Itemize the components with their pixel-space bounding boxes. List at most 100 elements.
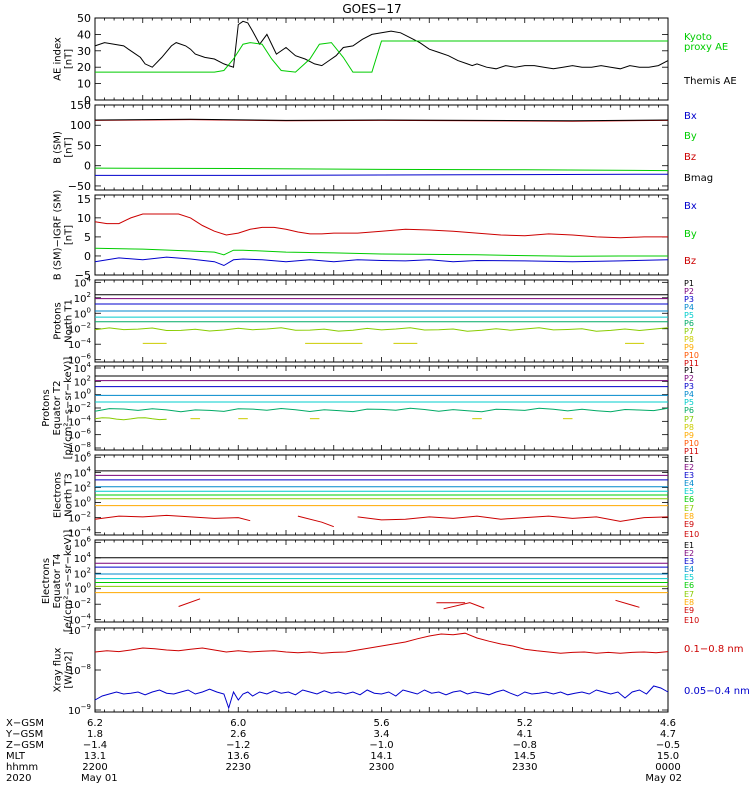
- y-tick-label: 0: [84, 94, 91, 107]
- y-axis-label: Equator T4: [52, 554, 63, 609]
- y-tick-label: 10−7: [68, 623, 91, 637]
- y-tick-label: −50: [68, 180, 91, 193]
- y-tick-label: 15: [77, 193, 91, 206]
- ephemeris-value: 0000: [655, 762, 680, 773]
- y-tick-label: 100: [74, 306, 91, 320]
- segment-line: [94, 417, 167, 421]
- ephemeris-value: 4.6: [660, 718, 676, 729]
- panel-frame: [94, 17, 669, 101]
- legend-entry: P10: [684, 351, 699, 360]
- y-tick-label: 30: [77, 45, 91, 58]
- y-tick-label: 150: [70, 99, 91, 112]
- y-axis-label: [nT]: [64, 49, 75, 69]
- ephemeris-row-label: 2020: [6, 773, 31, 784]
- legend-entry: Themis AE: [683, 76, 737, 87]
- legend-entry: E5: [684, 487, 694, 496]
- series-line: [94, 514, 251, 522]
- y-tick-label: 104: [74, 551, 92, 565]
- panel-frame: [94, 104, 669, 191]
- panel-frame: [94, 365, 669, 451]
- legend-entry: 0.05−0.4 nm: [684, 686, 750, 697]
- ephemeris-row-label: X−GSM: [6, 718, 44, 729]
- ephemeris-row-label: MLT: [6, 751, 26, 762]
- legend-entry: E8: [684, 598, 694, 607]
- y-tick-label: 100: [74, 496, 91, 510]
- legend-entry: By: [684, 131, 697, 142]
- y-tick-label: 102: [74, 566, 91, 580]
- series-line: [94, 118, 669, 122]
- ephemeris-value: 1.8: [87, 729, 103, 740]
- y-axis-label: North T3: [64, 473, 75, 517]
- series-line: [95, 40, 668, 73]
- y-tick-label: 5: [84, 231, 91, 244]
- y-axis-label: Electrons: [41, 558, 52, 604]
- ephemeris-value: 2.6: [230, 729, 246, 740]
- y-axis-label: B (SM): [53, 131, 64, 164]
- y-tick-label: 50: [77, 12, 91, 25]
- y-tick-label: 10−8: [68, 663, 91, 677]
- ephemeris-value: 13.1: [84, 751, 106, 762]
- legend-entry: Bz: [684, 152, 696, 163]
- y-tick-label: 106: [74, 535, 92, 549]
- panel-xray: 10−9 10−8 10−7 Xray flux [W/m2] 0.1−0.8 nm 0.0…: [53, 623, 750, 717]
- panel-b_sm: −50 0 50 100 150 B (SM) [nT] Bx By Bz Bmag: [53, 99, 714, 193]
- legend-entry: P6: [684, 319, 694, 328]
- y-tick-label: 0: [84, 250, 91, 263]
- legend-entry: P9: [684, 343, 694, 352]
- panel-frame: [94, 627, 669, 713]
- ephemeris-value: −1.4: [83, 740, 107, 751]
- legend-entry: E1: [684, 455, 694, 464]
- y-tick-label: 50: [77, 139, 91, 152]
- legend-entry: P7: [684, 415, 694, 424]
- ephemeris-value: −1.2: [226, 740, 250, 751]
- series-line: [94, 20, 669, 70]
- y-axis-label: Protons: [53, 302, 64, 339]
- series-line: [94, 632, 669, 654]
- legend-entry: E3: [684, 471, 694, 480]
- ephemeris-value: −1.0: [369, 740, 393, 751]
- y-axis-label: [p/(cm²−s−sr−keV)]: [63, 357, 74, 460]
- y-axis-label: Electrons: [53, 472, 64, 518]
- legend-entry: E7: [684, 504, 694, 513]
- y-tick-label: 100: [74, 582, 91, 596]
- y-tick-label: 10: [77, 78, 91, 91]
- ephemeris-value: 5.2: [517, 718, 533, 729]
- legend-entry: P3: [684, 382, 694, 391]
- legend-entry: P2: [684, 374, 694, 383]
- ephemeris-row-label: hhmm: [6, 762, 38, 773]
- legend-entry: E9: [684, 606, 694, 615]
- ephemeris-value: 3.4: [374, 729, 390, 740]
- ephemeris-value: 4.7: [660, 729, 676, 740]
- y-axis-label: Xray flux: [53, 648, 64, 693]
- legend-entry: P7: [684, 327, 694, 336]
- panel-b_minus_igrf: −5 0 5 10 15 B (SM)−IGRF (SM) [nT] Bx By Bz: [53, 190, 697, 282]
- legend-entry: P5: [684, 398, 694, 407]
- y-tick-label: 40: [77, 28, 91, 41]
- y-tick-label: 10−4: [68, 613, 92, 627]
- ephemeris-value: May 02: [645, 773, 682, 784]
- ephemeris-value: 13.6: [227, 751, 249, 762]
- y-tick-label: 10−4: [68, 337, 92, 351]
- legend-entry: E7: [684, 590, 694, 599]
- y-axis-label: AE index: [53, 37, 64, 81]
- legend-entry: P11: [684, 359, 699, 368]
- y-tick-label: 10−2: [68, 322, 91, 336]
- y-axis-label: Equator T2: [52, 381, 63, 436]
- y-tick-label: 106: [74, 450, 92, 464]
- legend-entry: 0.1−0.8 nm: [684, 644, 743, 655]
- legend-entry: Bx: [684, 111, 697, 122]
- y-axis-label: [e/(cm²−s−sr−keV)]: [63, 530, 74, 633]
- legend-entry: E4: [684, 565, 694, 574]
- legend-entry: E2: [684, 463, 694, 472]
- y-tick-label: 10−4: [68, 526, 92, 540]
- ephemeris-value: −0.5: [656, 740, 680, 751]
- legend-entry: P6: [684, 406, 694, 415]
- y-tick-label: 10−4: [68, 414, 92, 428]
- ephemeris-value: 2200: [82, 762, 107, 773]
- legend-entry: P8: [684, 423, 694, 432]
